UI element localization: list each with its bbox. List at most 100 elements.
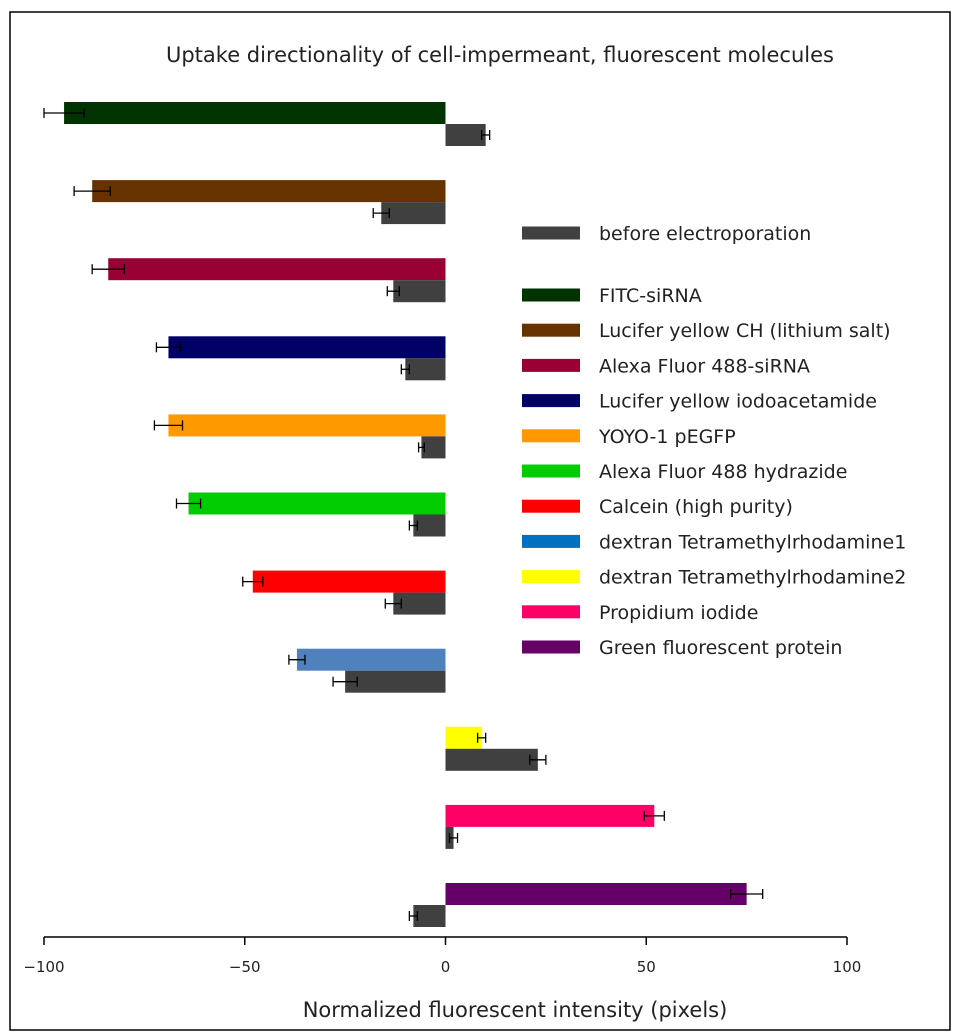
legend-label-8: dextran Tetramethylrhodamine1 bbox=[599, 531, 906, 553]
x-tick-label-2: −50 bbox=[229, 958, 261, 976]
bar-group-9 bbox=[445, 726, 547, 771]
legend-label-9: dextran Tetramethylrhodamine2 bbox=[599, 567, 906, 589]
legend-label-3: Alexa Fluor 488-siRNA bbox=[599, 355, 810, 377]
x-tick-label-5: 100 bbox=[833, 958, 862, 976]
bar-before-8 bbox=[345, 670, 446, 693]
x-tick-label-4: 50 bbox=[637, 958, 656, 976]
bar-after-10 bbox=[445, 804, 655, 827]
error-bar-before-5 bbox=[417, 442, 425, 453]
bar-after-3 bbox=[108, 258, 446, 281]
error-bar-after-10 bbox=[643, 810, 665, 821]
bar-group-6 bbox=[175, 492, 446, 537]
bar-before-9 bbox=[445, 748, 538, 771]
bar-group-2 bbox=[73, 180, 446, 225]
legend-label-4: Lucifer yellow iodoacetamide bbox=[599, 391, 877, 413]
error-bar-after-8 bbox=[288, 654, 306, 665]
legend-swatch-4 bbox=[522, 394, 580, 408]
legend-swatch-8 bbox=[522, 534, 580, 548]
error-bar-after-6 bbox=[175, 498, 202, 509]
x-tick-label-3: 0 bbox=[441, 958, 451, 976]
bar-group-3 bbox=[91, 258, 446, 303]
legend: before electroporation FITC-siRNA Lucifer … bbox=[522, 223, 906, 659]
error-bar-after-11 bbox=[729, 889, 764, 899]
x-axis-label: Normalized fluorescent intensity (pixels… bbox=[303, 998, 728, 1022]
legend-item-9: dextran Tetramethylrhodamine2 bbox=[522, 567, 906, 589]
bar-after-8 bbox=[296, 648, 446, 671]
legend-label-11: Green fluorescent protein bbox=[599, 637, 842, 659]
bar-after-7 bbox=[252, 570, 446, 593]
bar-group-5 bbox=[153, 414, 446, 459]
x-axis: −100 −50 0 50 100 bbox=[23, 937, 861, 976]
legend-item-6: Alexa Fluor 488 hydrazide bbox=[522, 461, 847, 483]
legend-swatch-11 bbox=[522, 640, 580, 654]
legend-swatch-2 bbox=[522, 323, 580, 337]
error-bar-after-5 bbox=[153, 420, 184, 431]
error-bar-after-1 bbox=[43, 108, 85, 118]
bar-after-1 bbox=[64, 102, 446, 124]
error-bar-before-10 bbox=[448, 832, 459, 843]
bar-before-4 bbox=[405, 358, 446, 381]
legend-item-11: Green fluorescent protein bbox=[522, 637, 842, 659]
legend-swatch-10 bbox=[522, 605, 580, 619]
x-tick-label-1: −100 bbox=[23, 958, 64, 976]
error-bar-before-6 bbox=[408, 520, 419, 531]
legend-item-0: before electroporation bbox=[522, 223, 811, 245]
legend-label-7: Calcein (high purity) bbox=[599, 496, 793, 518]
error-bar-after-7 bbox=[242, 576, 264, 587]
legend-label-5: YOYO-1 pEGFP bbox=[598, 426, 736, 448]
legend-item-3: Alexa Fluor 488-siRNA bbox=[522, 355, 810, 377]
figure-frame bbox=[9, 11, 951, 1031]
error-bar-after-4 bbox=[155, 342, 182, 353]
legend-item-2: Lucifer yellow CH (lithium salt) bbox=[522, 320, 891, 342]
chart-title: Uptake directionality of cell-impermeant… bbox=[166, 43, 834, 67]
error-bar-before-3 bbox=[386, 286, 400, 297]
error-bar-before-7 bbox=[384, 598, 402, 609]
error-bar-before-2 bbox=[372, 208, 390, 219]
legend-item-5: YOYO-1 pEGFP bbox=[522, 426, 736, 448]
bar-before-3 bbox=[393, 280, 446, 303]
bar-after-9 bbox=[445, 726, 482, 749]
legend-swatch-9 bbox=[522, 570, 580, 584]
bar-before-6 bbox=[413, 514, 446, 537]
bar-before-1 bbox=[445, 124, 486, 146]
legend-swatch-5 bbox=[522, 429, 580, 443]
error-bar-before-9 bbox=[529, 754, 547, 765]
bar-group-4 bbox=[155, 336, 446, 381]
error-bar-before-1 bbox=[480, 130, 491, 140]
error-bar-before-4 bbox=[400, 364, 411, 375]
legend-swatch-7 bbox=[522, 499, 580, 513]
bar-before-7 bbox=[393, 592, 446, 615]
legend-label-6: Alexa Fluor 488 hydrazide bbox=[599, 461, 847, 483]
bars-layer bbox=[43, 102, 764, 927]
legend-item-8: dextran Tetramethylrhodamine1 bbox=[522, 531, 906, 553]
bar-before-5 bbox=[421, 436, 446, 459]
legend-label-1: FITC-siRNA bbox=[599, 285, 702, 307]
bar-before-11 bbox=[413, 905, 446, 927]
legend-swatch-1 bbox=[522, 288, 580, 302]
legend-item-7: Calcein (high purity) bbox=[522, 496, 793, 518]
legend-swatch-3 bbox=[522, 358, 580, 372]
bar-after-4 bbox=[168, 336, 446, 359]
bar-group-7 bbox=[242, 570, 446, 615]
bar-after-6 bbox=[188, 492, 446, 515]
legend-swatch-6 bbox=[522, 464, 580, 478]
bar-after-2 bbox=[92, 180, 446, 203]
bar-group-8 bbox=[288, 648, 446, 693]
bar-before-2 bbox=[381, 202, 446, 225]
bar-group-11 bbox=[408, 883, 764, 927]
legend-item-1: FITC-siRNA bbox=[522, 285, 702, 307]
legend-item-4: Lucifer yellow iodoacetamide bbox=[522, 391, 877, 413]
error-bar-after-3 bbox=[91, 264, 125, 275]
legend-label-0: before electroporation bbox=[599, 223, 811, 245]
bar-after-11 bbox=[445, 883, 747, 905]
bar-group-1 bbox=[43, 102, 491, 146]
legend-label-10: Propidium iodide bbox=[599, 602, 758, 624]
bar-after-5 bbox=[168, 414, 446, 437]
error-bar-before-11 bbox=[408, 911, 419, 921]
error-bar-after-9 bbox=[476, 732, 487, 743]
legend-label-2: Lucifer yellow CH (lithium salt) bbox=[599, 320, 891, 342]
legend-swatch-0 bbox=[522, 226, 580, 240]
error-bar-after-2 bbox=[73, 186, 111, 197]
